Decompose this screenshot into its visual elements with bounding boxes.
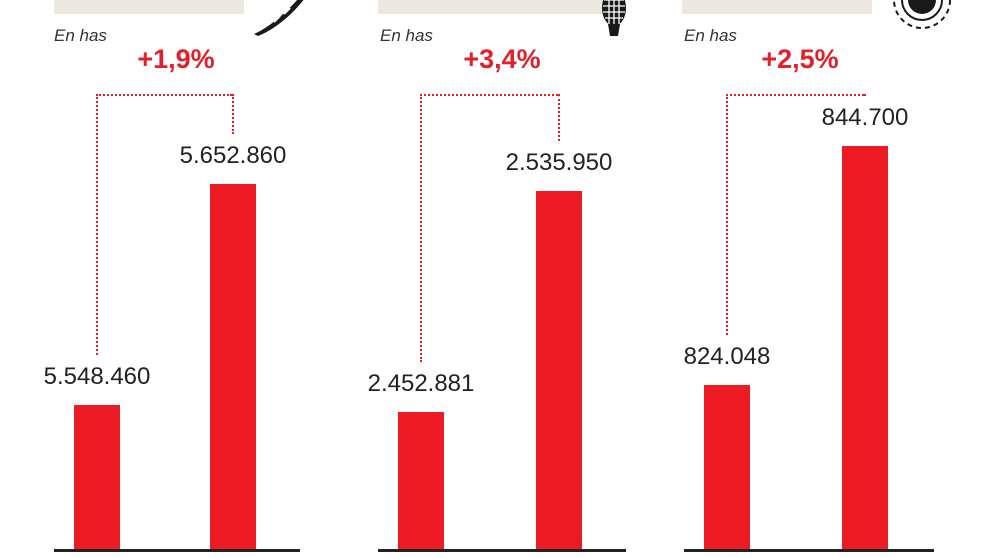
bar-1-2 (210, 184, 256, 550)
unit-label-3: En has (684, 26, 737, 45)
bar-1-1 (74, 405, 120, 550)
bar-3-2 (842, 146, 888, 550)
value-label-2-1: 2.452.881 (367, 370, 475, 397)
connector-leg-left-1 (96, 94, 98, 355)
bar-2-2 (536, 191, 582, 550)
unit-label-2: En has (380, 26, 433, 45)
unit-label-1: En has (54, 26, 107, 45)
baseline-3 (684, 549, 934, 552)
sunflower-icon (893, 0, 951, 29)
value-label-3-2: 844.700 (821, 104, 909, 131)
value-label-1-1: 5.548.460 (43, 363, 151, 390)
corn-ear-icon (602, 0, 626, 36)
crop-leaf-icon (254, 0, 304, 36)
value-label-3-1: 824.048 (683, 343, 771, 370)
panel-header-2 (378, 0, 608, 14)
baseline-2 (378, 549, 626, 552)
chart-panel-2: En has +3,4% 2.452.881 2.535.950 (330, 0, 660, 558)
chart-panel-1: En has +1,9% 5.548.460 5.652.860 (0, 0, 330, 558)
panel-header-1 (54, 0, 244, 14)
change-label-1: +1,9% (137, 44, 215, 74)
connector-leg-left-3 (726, 94, 728, 335)
panel-header-3 (682, 0, 872, 14)
connector-3 (726, 94, 864, 96)
bar-2-1 (398, 412, 444, 550)
connector-1 (96, 94, 232, 96)
chart-panel-3: En has +2,5% 824.048 844.700 (660, 0, 992, 558)
change-label-2: +3,4% (463, 44, 541, 74)
value-label-1-2: 5.652.860 (179, 142, 287, 169)
connector-leg-right-3 (864, 94, 866, 96)
baseline-1 (54, 549, 300, 552)
connector-leg-right-2 (558, 94, 560, 141)
connector-leg-left-2 (420, 94, 422, 362)
change-label-3: +2,5% (761, 44, 839, 74)
connector-2 (420, 94, 558, 96)
bar-3-1 (704, 385, 750, 550)
value-label-2-2: 2.535.950 (505, 149, 613, 176)
connector-leg-right-1 (232, 94, 234, 134)
